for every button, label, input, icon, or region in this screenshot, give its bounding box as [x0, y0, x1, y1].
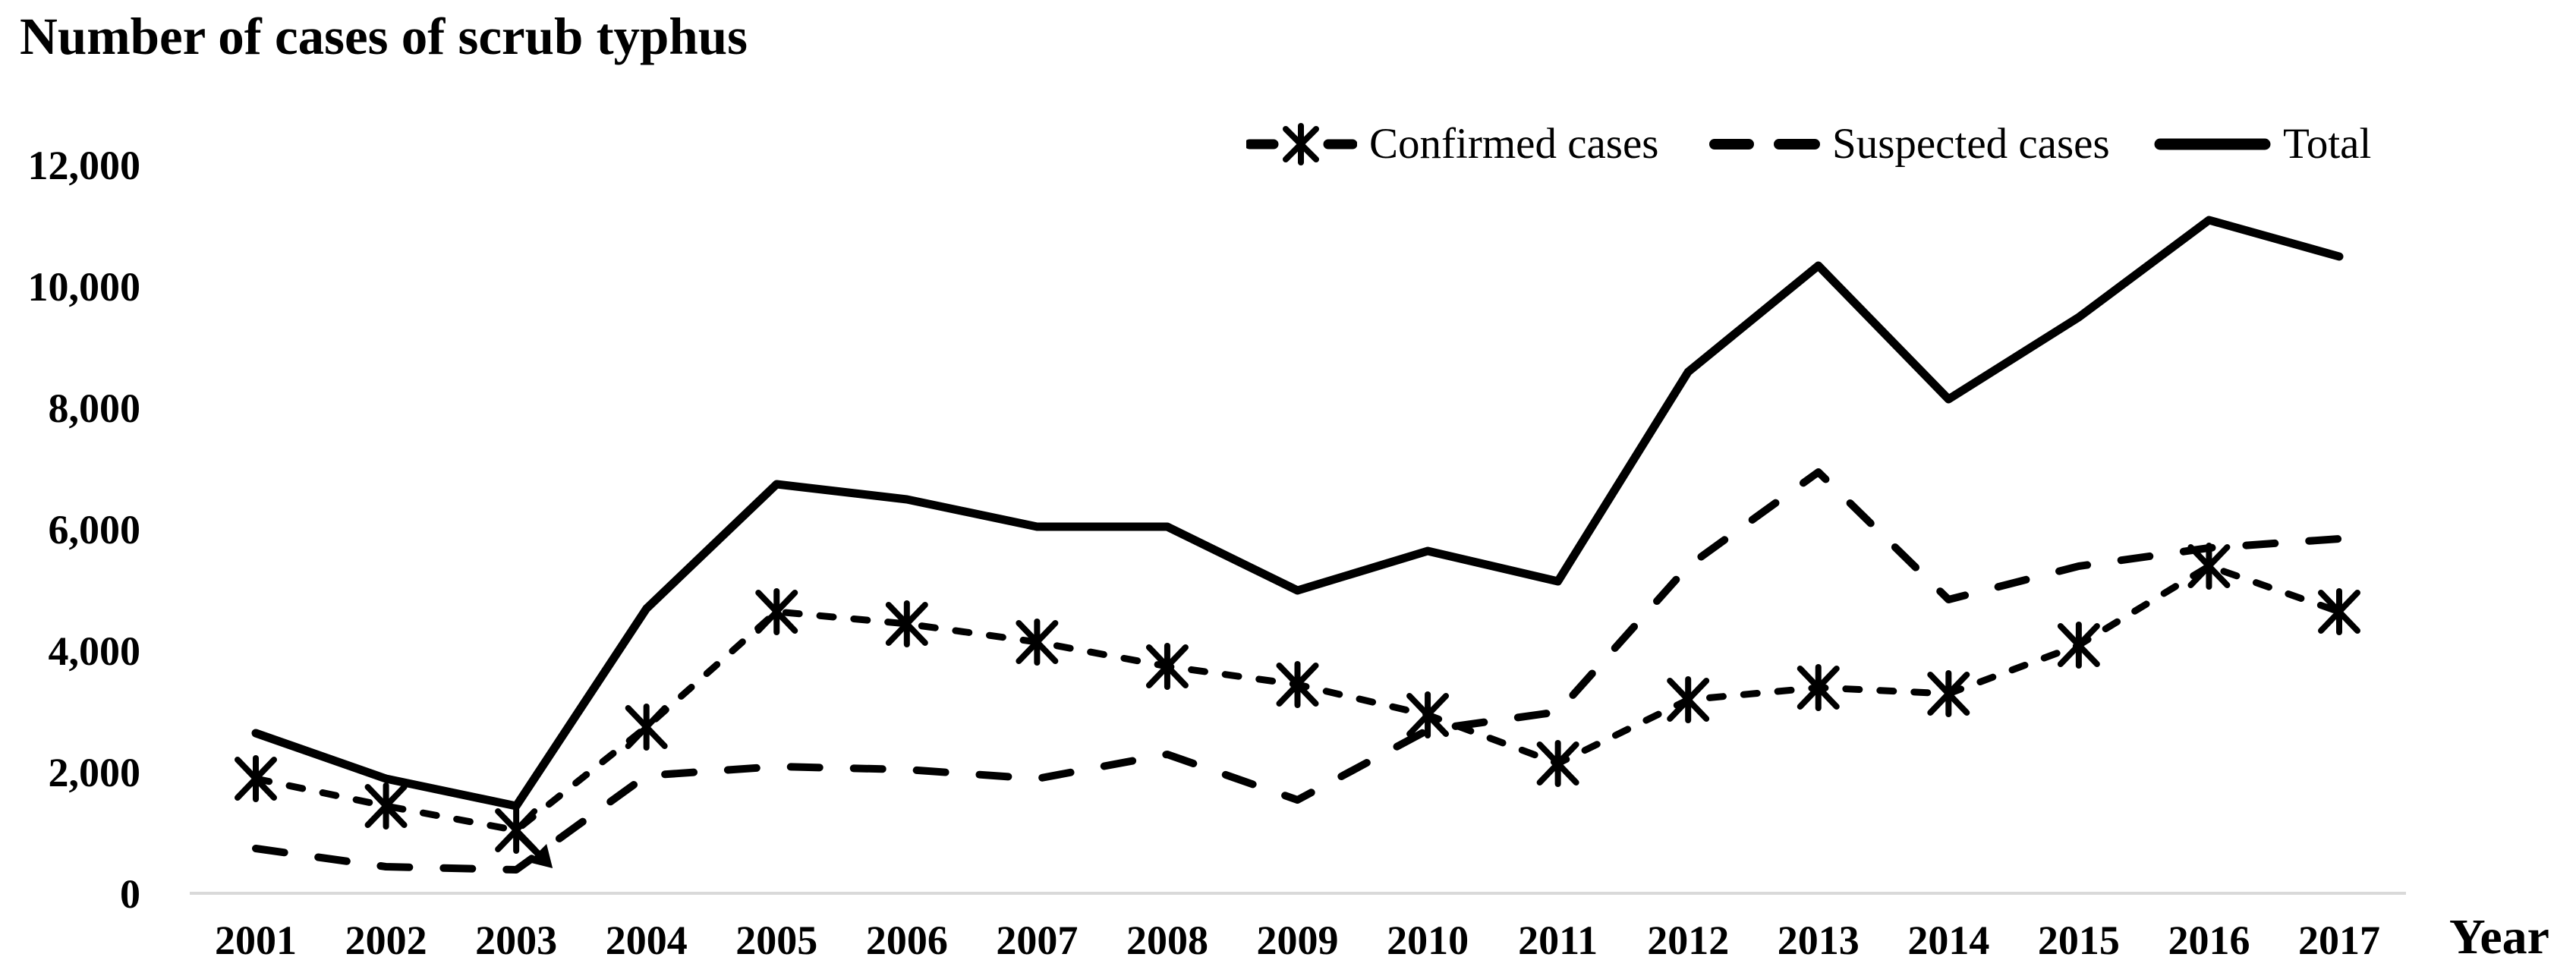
suspected-cases-line	[252, 468, 2343, 874]
asterisk-marker-icon	[625, 704, 668, 751]
x-tick-label: 2015	[2037, 918, 2120, 963]
y-tick-label: 12,000	[27, 143, 141, 188]
asterisk-marker-icon	[1016, 619, 1059, 666]
y-tick-label: 2,000	[48, 750, 141, 795]
x-tick-label: 2014	[1907, 918, 1990, 963]
x-tick-label: 2004	[605, 918, 688, 963]
legend-label-confirmed: Confirmed cases	[1369, 120, 1659, 168]
x-tick-label: 2007	[996, 918, 1079, 963]
y-tick-label: 6,000	[48, 507, 141, 553]
suspected-line-sample-icon	[1709, 139, 1820, 150]
asterisk-marker-icon	[2318, 588, 2360, 635]
asterisk-marker-icon	[1797, 664, 1840, 711]
asterisk-marker-icon	[2187, 543, 2231, 590]
x-tick-label: 2001	[215, 918, 297, 963]
x-tick-label: 2008	[1126, 918, 1208, 963]
x-tick-label: 2009	[1256, 918, 1339, 963]
legend-label-total: Total	[2283, 120, 2372, 168]
asterisk-marker-icon	[1667, 676, 1710, 723]
asterisk-marker-icon	[1276, 661, 1319, 708]
asterisk-marker-icon	[885, 600, 928, 647]
y-tick-label: 4,000	[48, 628, 141, 674]
x-tick-label: 2012	[1647, 918, 1730, 963]
legend-item-suspected: Suspected cases	[1709, 120, 2110, 168]
x-tick-label: 2003	[475, 918, 558, 963]
legend-label-suspected: Suspected cases	[1832, 120, 2110, 168]
y-tick-label: 8,000	[48, 386, 141, 431]
x-tick-label: 2017	[2298, 918, 2380, 963]
y-axis-tick-labels: 0 2,000 4,000 6,000 8,000 10,000 12,000	[0, 0, 141, 976]
x-tick-label: 2006	[865, 918, 948, 963]
asterisk-marker-icon	[1536, 740, 1579, 787]
chart-title: Number of cases of scrub typhus	[20, 8, 748, 65]
asterisk-marker-icon	[2057, 622, 2100, 669]
asterisk-marker-icon	[1283, 123, 1319, 165]
x-tick-label: 2011	[1518, 918, 1598, 963]
y-tick-label: 0	[120, 871, 140, 917]
asterisk-marker-icon	[1927, 670, 1970, 717]
asterisk-marker-icon	[1145, 643, 1189, 690]
confirmed-line-sample-icon	[1246, 123, 1357, 165]
asterisk-marker-icon	[1406, 691, 1450, 738]
asterisk-marker-icon	[364, 782, 408, 830]
asterisk-marker-icon	[755, 588, 798, 635]
x-tick-label: 2016	[2168, 918, 2250, 963]
x-tick-label: 2002	[345, 918, 427, 963]
x-tick-label: 2010	[1387, 918, 1469, 963]
legend-item-total: Total	[2154, 120, 2371, 168]
x-tick-label: 2013	[1777, 918, 1860, 963]
y-tick-label: 10,000	[27, 264, 141, 310]
asterisk-marker-icon	[235, 755, 277, 802]
x-tick-label: 2005	[735, 918, 818, 963]
legend: Confirmed cases Suspected cases Total	[0, 120, 2576, 168]
total-line	[251, 216, 2344, 811]
x-axis-title: Year	[2449, 909, 2549, 965]
total-line-sample-icon	[2154, 138, 2271, 150]
annotation-arrow	[517, 833, 543, 858]
annotation-arrowhead-icon	[528, 844, 553, 868]
legend-item-confirmed: Confirmed cases	[1246, 120, 1658, 168]
